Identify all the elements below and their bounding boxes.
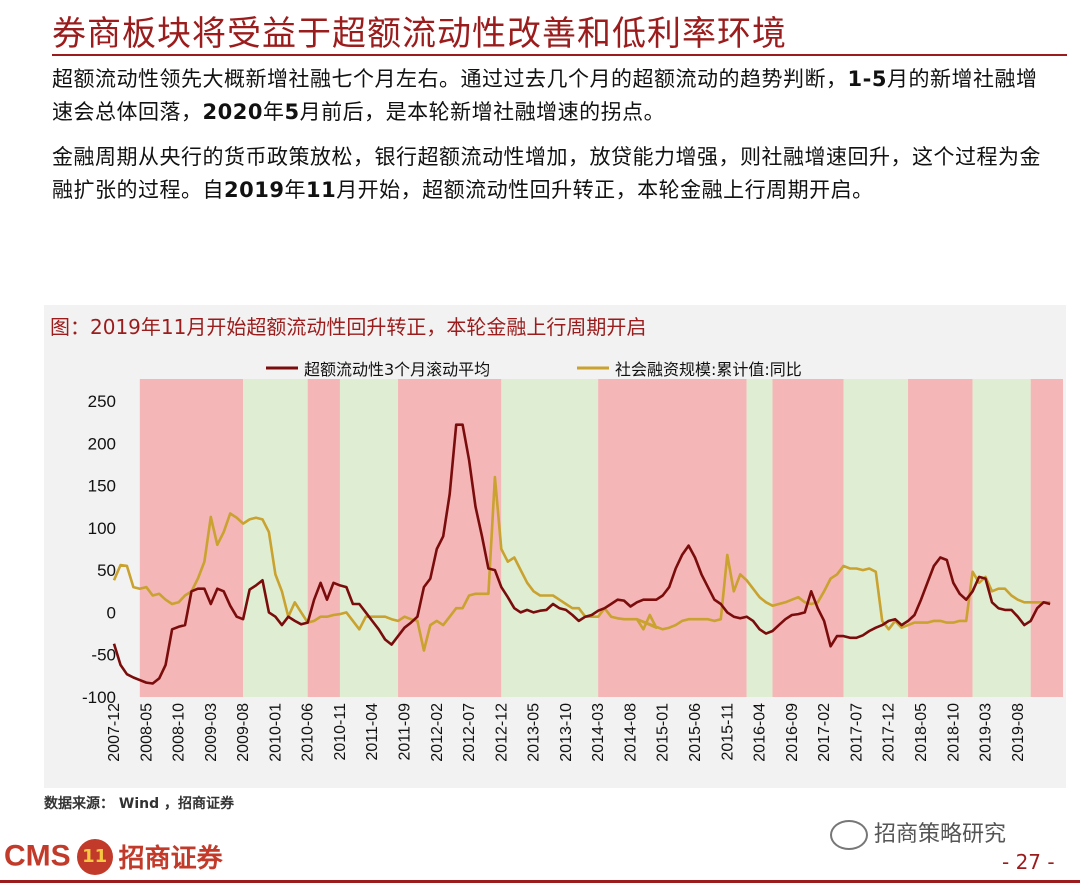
green-band	[339, 379, 399, 697]
logo-cms-text: CMS	[4, 839, 71, 873]
x-tick-label: 2008-05	[138, 703, 155, 762]
para2-run: 11	[305, 178, 337, 202]
para1-run: 月前后，是本轮新增社融增速的拐点。	[299, 100, 666, 124]
x-tick-label: 2011-04	[364, 703, 381, 761]
y-tick-label: 200	[88, 434, 116, 453]
legend-label: 社会融资规模:累计值:同比	[615, 360, 802, 379]
red-band	[598, 379, 747, 697]
wechat-watermark: 招商策略研究	[830, 816, 1006, 850]
logo-company-name: 招商证券	[118, 844, 223, 874]
x-tick-label: 2011-09	[397, 703, 414, 761]
y-tick-label: -100	[82, 688, 116, 707]
para1-run: 1-5	[847, 67, 887, 91]
y-tick-label: 250	[88, 392, 116, 411]
x-tick-label: 2017-12	[881, 703, 898, 762]
green-band	[501, 379, 599, 697]
green-band	[843, 379, 909, 697]
y-tick-label: 50	[97, 561, 116, 580]
series-line-1	[112, 423, 1051, 685]
x-tick-label: 2013-10	[558, 703, 575, 762]
wechat-icon	[830, 820, 868, 850]
footer-rule	[0, 880, 1080, 883]
cms-logo: CMS 11 招商证券	[4, 838, 223, 875]
para2-run: 2019	[224, 178, 285, 202]
x-tick-label: 2012-12	[493, 703, 510, 762]
data-source: 数据来源： Wind ，招商证券	[44, 796, 234, 812]
x-tick-label: 2017-02	[816, 703, 833, 762]
green-band	[972, 379, 1031, 697]
x-tick-label: 2010-06	[300, 703, 317, 762]
chart-caption: 图：2019年11月开始超额流动性回升转正，本轮金融上行周期开启	[50, 315, 647, 339]
para2-run: 金融周期从央行的货币政策放松，银行超额流动性增加，放贷能力增强，则社融增速回升，…	[52, 145, 1041, 202]
x-tick-label: 2008-10	[171, 703, 188, 762]
x-tick-label: 2015-11	[719, 703, 736, 761]
x-tick-label: 2009-03	[203, 703, 220, 762]
green-band	[243, 379, 308, 697]
x-tick-label: 2014-03	[590, 703, 607, 762]
red-band	[1030, 379, 1063, 697]
x-tick-label: 2019-08	[1010, 703, 1027, 762]
x-tick-label: 2017-07	[848, 703, 865, 762]
y-tick-label: 150	[88, 477, 116, 496]
x-tick-label: 2019-03	[978, 703, 995, 762]
y-tick-label: -50	[91, 646, 116, 665]
x-tick-label: 2015-06	[687, 703, 704, 762]
paragraph-2: 金融周期从央行的货币政策放松，银行超额流动性增加，放贷能力增强，则社融增速回升，…	[52, 141, 1052, 207]
x-tick-label: 2009-08	[235, 703, 252, 762]
para1-run: 超额流动性领先大概新增社融七个月左右。通过过去几个月的超额流动的趋势判断，	[52, 67, 848, 91]
red-band	[908, 379, 973, 697]
red-band	[139, 379, 244, 697]
para1-run: 年	[262, 100, 285, 124]
legend-label: 超额流动性3个月滚动平均	[304, 360, 490, 379]
green-band	[746, 379, 773, 697]
red-band	[307, 379, 340, 697]
page-number: - 27 -	[1002, 850, 1055, 874]
paragraph-1: 超额流动性领先大概新增社融七个月左右。通过过去几个月的超额流动的趋势判断，1-5…	[52, 63, 1052, 129]
x-tick-label: 2010-01	[267, 703, 284, 762]
x-tick-label: 2013-05	[526, 703, 543, 762]
para2-run: 月开始，超额流动性回升转正，本轮金融上行周期开启。	[336, 178, 874, 202]
y-tick-label: 100	[88, 519, 116, 538]
x-tick-label: 2016-04	[752, 703, 769, 762]
x-tick-label: 2018-10	[945, 703, 962, 762]
title-underline	[52, 54, 1067, 56]
slide-title: 券商板块将受益于超额流动性改善和低利率环境	[52, 14, 787, 54]
red-band	[772, 379, 844, 697]
para2-run: 年	[284, 178, 306, 202]
watermark-text: 招商策略研究	[874, 822, 1007, 847]
para1-run: 2020	[202, 100, 263, 124]
red-band	[398, 379, 502, 697]
para1-run: 月的新增社融增速会总体回落，	[52, 67, 1038, 124]
para1-run: 5	[284, 100, 300, 124]
x-tick-label: 2012-02	[429, 703, 446, 762]
x-tick-label: 2012-07	[461, 703, 478, 762]
x-tick-label: 2014-08	[622, 703, 639, 762]
y-tick-label: 0	[107, 603, 116, 622]
x-tick-label: 2016-09	[784, 703, 801, 762]
x-tick-label: 2007-12	[106, 703, 123, 762]
x-tick-label: 2015-01	[655, 703, 672, 762]
logo-badge-icon: 11	[76, 838, 113, 875]
x-tick-label: 2010-11	[332, 703, 349, 761]
x-tick-label: 2018-05	[913, 703, 930, 762]
